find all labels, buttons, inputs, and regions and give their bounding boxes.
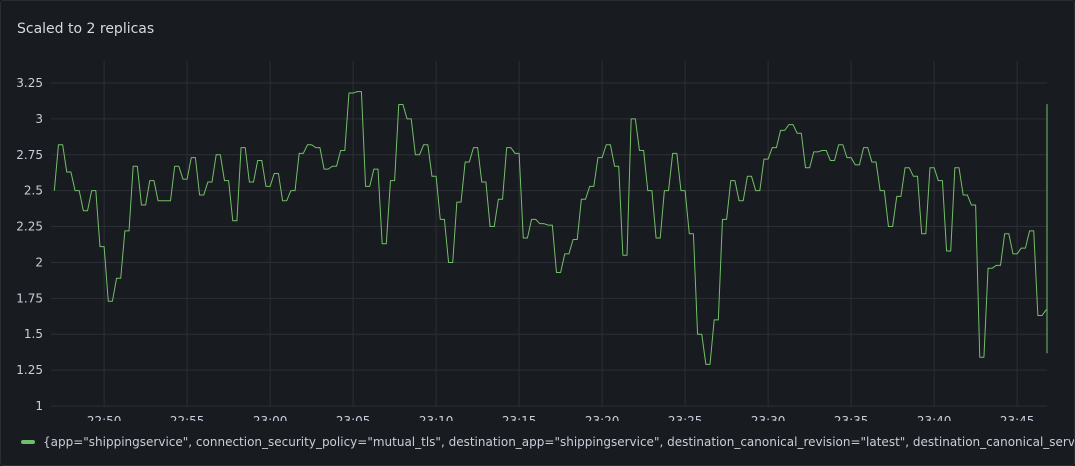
y-tick-label: 2.5	[24, 184, 43, 198]
y-tick-label: 1.5	[24, 327, 43, 341]
y-tick-label: 2.25	[16, 220, 43, 234]
x-tick-label: 23:35	[834, 414, 869, 421]
legend-swatch	[21, 440, 35, 444]
series-line[interactable]	[53, 91, 1048, 365]
y-tick-label: 2.75	[16, 148, 43, 162]
series-layer	[53, 91, 1048, 365]
x-tick-label: 23:00	[253, 414, 288, 421]
x-axis: 22:50 22:55 23:00 23:05 23:10 23:15 23:20 23:25…	[87, 414, 1035, 421]
y-axis: 1 1.25 1.5 1.75 2 2.25 2.5 2.75 3 3.25	[16, 76, 43, 413]
y-tick-label: 3	[35, 112, 43, 126]
y-tick-label: 1.25	[16, 363, 43, 377]
x-tick-label: 22:50	[87, 414, 122, 421]
y-tick-label: 1.75	[16, 291, 43, 305]
legend-item-label[interactable]: {app="shippingservice", connection_secur…	[43, 435, 1075, 449]
x-tick-label: 23:40	[917, 414, 952, 421]
x-tick-label: 23:15	[502, 414, 537, 421]
panel-title[interactable]: Scaled to 2 replicas	[17, 21, 155, 37]
x-tick-label: 23:05	[336, 414, 371, 421]
x-tick-label: 23:45	[1000, 414, 1035, 421]
x-tick-label: 22:55	[170, 414, 205, 421]
x-tick-label: 23:20	[585, 414, 620, 421]
line-chart: 1 1.25 1.5 1.75 2 2.25 2.5 2.75 3 3.25 22:50 22:55…	[16, 61, 1048, 421]
legend[interactable]: {app="shippingservice", connection_secur…	[21, 433, 1075, 451]
x-tick-label: 23:25	[668, 414, 703, 421]
x-tick-label: 23:30	[751, 414, 786, 421]
y-tick-label: 1	[35, 399, 43, 413]
y-tick-label: 2	[35, 255, 43, 269]
y-tick-label: 3.25	[16, 76, 43, 90]
grid	[51, 61, 1047, 407]
x-tick-label: 23:10	[419, 414, 454, 421]
